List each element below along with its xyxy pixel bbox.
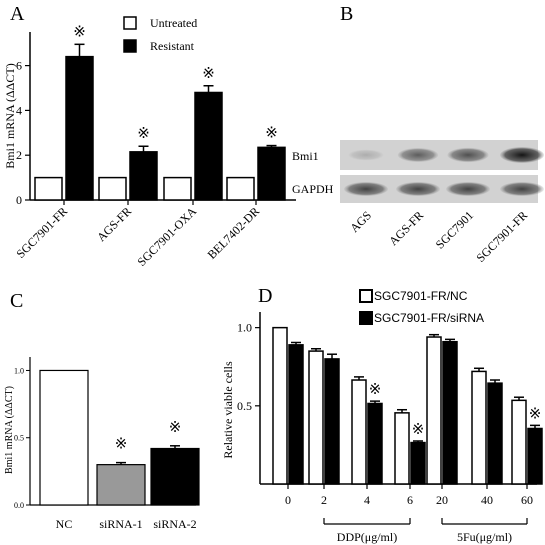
panel-d-x-tick-label: 4: [364, 493, 370, 507]
panel-d-legend-sirna: SGC7901-FR/siRNA: [374, 311, 484, 325]
panel-d-y-tick-label: 0.5: [237, 399, 252, 413]
panel-a-significance-mark: ※: [265, 124, 278, 142]
panel-label-d: D: [258, 285, 272, 307]
panel-a-significance-mark: ※: [202, 64, 215, 82]
panel-d-legend-swatch-sirna: [359, 311, 373, 325]
panel-c-bar: [96, 464, 146, 506]
panel-label-a: A: [10, 3, 25, 25]
panel-a-bar-untreated: [98, 176, 127, 201]
panel-d-x-tick-label: 6: [407, 493, 413, 507]
panel-c-y-tick-label: 1.0: [14, 366, 24, 375]
panel-d-significance-mark: ※: [412, 420, 425, 438]
panel-c-x-tick-label: siRNA-1: [99, 517, 142, 531]
panel-a-legend-resistant: Resistant: [150, 39, 195, 53]
panel-d-x-tick-label: 2: [321, 493, 327, 507]
panel-c-x-tick-label: siRNA-2: [153, 517, 196, 531]
panel-a-x-tick-label: SGC7901-OXA: [135, 204, 200, 269]
panel-c-y-tick-label: 0.0: [14, 501, 24, 510]
panel-d-x-tick-label: 0: [285, 493, 291, 507]
panel-d-significance-mark: ※: [529, 404, 542, 422]
panel-d-bar-nc: [426, 336, 442, 485]
blot-band-bmi1: [348, 149, 384, 161]
blot-lane-label: SGC7901: [433, 208, 476, 251]
panel-a-x-tick-label: BEL7402-DR: [205, 204, 263, 262]
blot-lane-label: SGC7901-FR: [474, 208, 531, 265]
panel-a-y-axis-label: Bmi1 mRNA (ΔΔCT): [3, 63, 17, 168]
panel-d-legend-nc: SGC7901-FR/NC: [374, 289, 468, 303]
panel-a-bar-untreated: [226, 176, 255, 201]
panel-d-y-axis-label: Relative viable cells: [221, 361, 235, 459]
panel-d-x-tick-label: 20: [436, 493, 448, 507]
panel-a-bar-resistant: [129, 151, 158, 201]
panel-d-bar-sirna: [410, 441, 426, 485]
blot-band-gapdh: [396, 182, 440, 196]
panel-d-bar-sirna: [367, 402, 383, 485]
panel-a-x-tick-label: AGS-FR: [94, 204, 134, 244]
panel-c-bar: [39, 369, 89, 506]
blot-band-gapdh: [446, 182, 490, 196]
panel-d-bar-nc: [351, 379, 367, 485]
panel-d-bar-nc: [394, 412, 410, 485]
panel-a-legend-swatch-untreated: [123, 16, 137, 30]
panel-d-bar-sirna: [487, 382, 503, 485]
panel-d-x-tick-label: 40: [481, 493, 493, 507]
panel-a-bar-resistant: [257, 146, 286, 201]
panel-d-bar-sirna: [288, 344, 304, 485]
panel-d-bar-sirna: [324, 358, 340, 485]
panel-c-bar: [150, 447, 200, 506]
panel-d-x-tick-label: 60: [521, 493, 533, 507]
panel-a-y-tick-label: 6: [16, 59, 22, 73]
blot-row-label-bmi1: Bmi1: [292, 149, 319, 163]
panel-a-significance-mark: ※: [137, 124, 150, 142]
panel-a-y-tick-label: 4: [16, 103, 22, 117]
panel-d-bar-sirna: [527, 427, 543, 485]
panel-a-significance-mark: ※: [73, 22, 86, 40]
panel-d-legend-swatch-nc: [359, 289, 373, 303]
panel-a-legend-swatch-resistant: [123, 39, 137, 53]
panel-c-x-tick-label: NC: [56, 517, 73, 531]
panel-d-y-tick-label: 1.0: [237, 321, 252, 335]
panel-a-y-tick-label: 2: [16, 148, 22, 162]
panel-a-bar-resistant: [65, 55, 94, 201]
panel-d-bar-sirna: [442, 340, 458, 485]
panel-d-5fu-group-label: 5Fu(μg/ml): [457, 530, 512, 544]
panel-a-x-tick-label: SGC7901-FR: [14, 204, 71, 261]
panel-d-bar-nc: [272, 326, 288, 485]
blot-band-gapdh: [500, 182, 544, 196]
panel-c-y-axis-label: Bmi1 mRNA (ΔΔCT): [4, 386, 15, 474]
panel-c-significance-mark: ※: [115, 435, 128, 453]
panel-a-bar-resistant: [194, 91, 223, 201]
panel-a-legend-untreated: Untreated: [150, 16, 197, 30]
blot-band-bmi1: [447, 147, 489, 163]
panel-c-significance-mark: ※: [169, 418, 182, 436]
blot-row-label-gapdh: GAPDH: [292, 182, 334, 196]
panel-a-bar-untreated: [34, 176, 63, 201]
blot-lane-label: AGS: [347, 208, 374, 235]
panel-d-bar-nc: [511, 399, 527, 485]
panel-a-y-tick-label: 0: [16, 193, 22, 207]
panel-label-c: C: [10, 290, 23, 312]
panel-d-ddp-group-label: DDP(μg/ml): [337, 530, 397, 544]
blot-band-gapdh: [344, 182, 388, 196]
panel-c-y-tick-label: 0.5: [14, 434, 24, 443]
panel-d-bar-nc: [308, 350, 324, 485]
blot-band-bmi1: [500, 147, 544, 163]
panel-d-bar-nc: [471, 370, 487, 485]
panel-a-bar-untreated: [163, 176, 192, 201]
blot-lane-label: AGS-FR: [386, 208, 426, 248]
blot-band-bmi1: [397, 148, 439, 162]
panel-d-significance-mark: ※: [369, 380, 382, 398]
panel-b-label: B: [340, 3, 353, 25]
